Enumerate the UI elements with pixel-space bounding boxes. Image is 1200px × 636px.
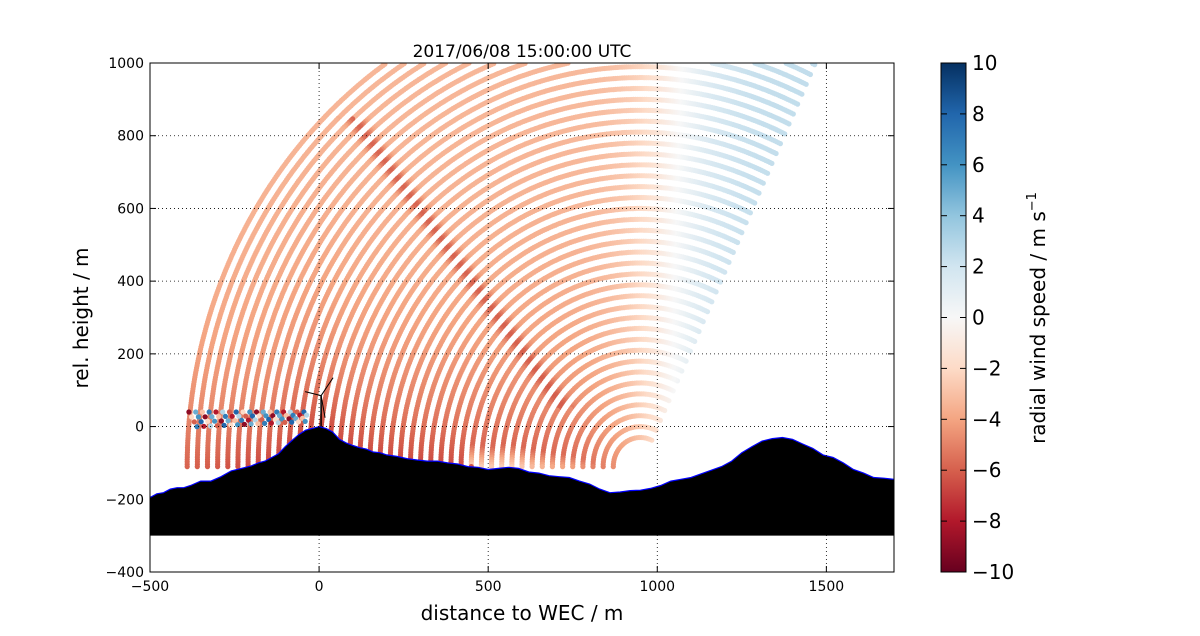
scan-data-layer bbox=[184, 63, 818, 470]
scan-point bbox=[549, 464, 556, 470]
scan-point bbox=[610, 464, 616, 470]
scan-point bbox=[580, 464, 586, 470]
scan-point bbox=[539, 464, 545, 470]
scan-point bbox=[570, 464, 576, 470]
scan-point bbox=[600, 464, 606, 470]
scan-point bbox=[529, 464, 535, 470]
scan-point bbox=[519, 464, 525, 470]
scan-point bbox=[560, 464, 566, 470]
scan-point bbox=[590, 464, 596, 470]
